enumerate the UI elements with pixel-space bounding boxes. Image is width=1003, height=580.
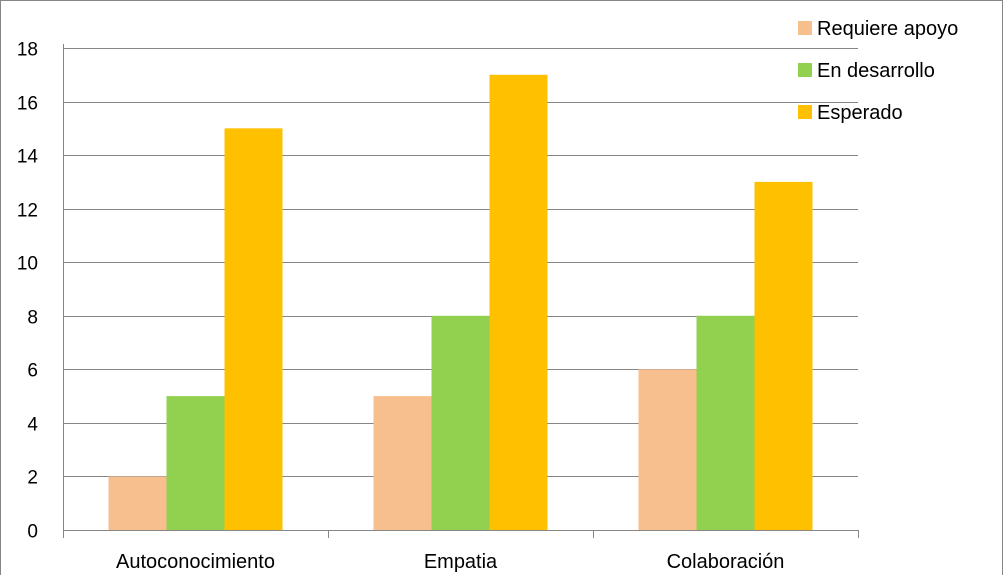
axes xyxy=(63,44,859,538)
bar-esperado-empatia xyxy=(489,74,548,531)
bar-esperado-autoconocimiento xyxy=(224,128,283,531)
bar-en-desarrollo-empatia xyxy=(431,315,490,530)
legend-swatch xyxy=(798,63,812,77)
y-tick-label: 0 xyxy=(27,522,38,543)
bar-en-desarrollo-colaboración xyxy=(696,315,755,530)
x-tick-label: Empatia xyxy=(424,551,498,573)
x-tick-label: Autoconocimiento xyxy=(116,551,275,573)
y-tick-labels: 0 2 4 6 8 10 12 14 16 18 xyxy=(17,40,39,543)
y-tick-label: 2 xyxy=(27,468,38,489)
y-tick-label: 18 xyxy=(17,40,38,61)
x-tick-labels: Autoconocimiento Empatia Colaboración xyxy=(116,551,784,573)
legend-swatch xyxy=(798,21,812,35)
bar-requiere-apoyo-empatia xyxy=(373,396,432,530)
y-tick-label: 8 xyxy=(27,308,38,329)
legend-swatch xyxy=(798,105,812,119)
bars xyxy=(108,74,813,531)
legend-label: En desarrollo xyxy=(817,60,935,82)
y-tick-label: 16 xyxy=(17,94,38,115)
bar-en-desarrollo-autoconocimiento xyxy=(166,396,225,530)
y-tick-label: 4 xyxy=(27,415,38,436)
y-tick-label: 10 xyxy=(17,254,38,275)
bar-esperado-colaboración xyxy=(754,181,813,530)
y-tick-label: 12 xyxy=(17,201,38,222)
legend-label: Esperado xyxy=(817,102,903,124)
x-tick-label: Colaboración xyxy=(667,551,785,573)
y-tick-label: 6 xyxy=(27,361,38,382)
legend: Requiere apoyo En desarrollo Esperado xyxy=(798,18,958,124)
bar-requiere-apoyo-autoconocimiento xyxy=(108,476,167,530)
legend-label: Requiere apoyo xyxy=(817,18,958,40)
y-tick-label: 14 xyxy=(17,147,39,168)
bar-requiere-apoyo-colaboración xyxy=(638,369,697,530)
